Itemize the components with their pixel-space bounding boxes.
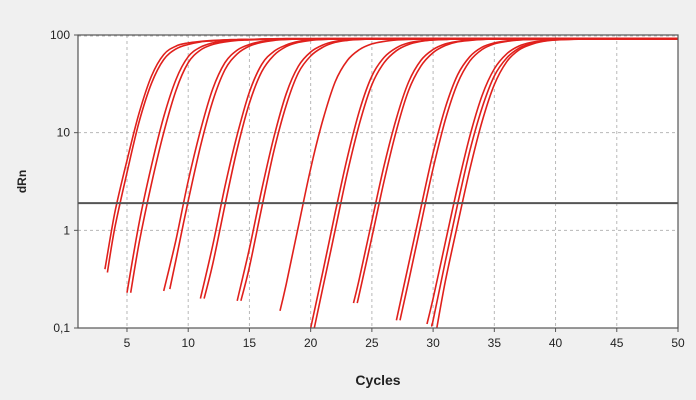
y-tick-label: 1 xyxy=(63,223,70,237)
tick-layer: 5 10 15 20 25 30 35 40 45 50 0,1 1 10 100 xyxy=(50,28,685,350)
x-tick-label: 5 xyxy=(124,336,131,350)
x-axis-label: Cycles xyxy=(355,372,400,388)
y-tick-label: 100 xyxy=(50,28,70,42)
y-tick-label: 0,1 xyxy=(53,321,70,335)
plot-frame xyxy=(77,34,679,329)
x-tick-label: 25 xyxy=(365,336,379,350)
x-tick-label: 45 xyxy=(610,336,624,350)
x-tick-label: 15 xyxy=(243,336,257,350)
x-tick-label: 30 xyxy=(426,336,440,350)
y-tick-label: 10 xyxy=(57,126,71,140)
y-axis-label: dRn xyxy=(15,170,29,193)
x-tick-label: 35 xyxy=(488,336,502,350)
series-layer xyxy=(104,37,678,329)
x-tick-label: 40 xyxy=(549,336,563,350)
x-tick-label: 50 xyxy=(671,336,685,350)
x-tick-label: 10 xyxy=(182,336,196,350)
x-tick-label: 20 xyxy=(304,336,318,350)
amplification-curve-20 xyxy=(436,37,678,329)
grid-lines xyxy=(78,35,678,328)
plot-area xyxy=(78,35,678,328)
